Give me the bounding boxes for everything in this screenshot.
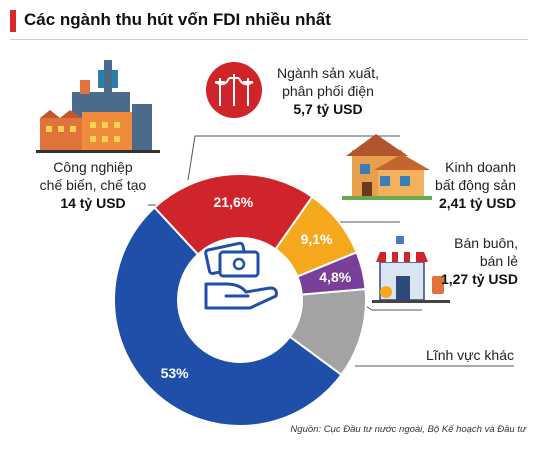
slice-cong-nghiep-label: 53% [161,365,190,381]
slice-san-xuat-label: 21,6% [214,194,254,210]
leader-line-san-xuat [187,135,400,181]
label-cong-nghiep-line1: Công nghiệp [53,159,133,175]
factory-icon [36,60,160,153]
label-san-xuat: Ngành sản xuất, phân phối điện 5,7 tỷ US… [254,64,402,118]
label-ban-buon-line2: bán lẻ [479,253,518,269]
house-icon [342,134,432,200]
label-san-xuat-line1: Ngành sản xuất, [277,65,379,81]
donut-chart [113,173,367,427]
label-khac: Lĩnh vực khác [394,346,514,364]
slice-ban-buon-label: 4,8% [319,269,351,285]
label-ban-buon: Bán buôn, bán lẻ 1,27 tỷ USD [410,234,518,288]
label-cong-nghiep-value: 14 tỷ USD [60,195,126,211]
chart-title: Các ngành thu hút vốn FDI nhiều nhất [24,10,331,29]
title-bar: Các ngành thu hút vốn FDI nhiều nhất [10,8,528,40]
shop-icon [372,236,450,303]
title-divider [10,39,528,40]
label-san-xuat-value: 5,7 tỷ USD [293,101,363,117]
power-line-icon [206,62,262,118]
source-note: Nguồn: Cục Đầu tư nước ngoài, Bộ Kế hoạc… [290,424,526,435]
money-hand-icon [204,241,278,310]
label-khac-text: Lĩnh vực khác [426,347,514,363]
slice-labels: 21,6% 9,1% 4,8% 53% [161,194,352,381]
label-san-xuat-line2: phân phối điện [282,83,374,99]
label-bat-dong-san-line2: bất động sản [435,177,516,193]
label-bat-dong-san-value: 2,41 tỷ USD [438,195,516,211]
slice-bat-dong-san-label: 9,1% [301,231,333,247]
label-cong-nghiep-line2: chế biến, chế tạo [39,177,147,193]
label-bat-dong-san: Kinh doanh bất động sản 2,41 tỷ USD [398,158,516,212]
label-cong-nghiep: Công nghiệp chế biến, chế tạo 14 tỷ USD [8,158,178,212]
label-ban-buon-value: 1,27 tỷ USD [440,271,518,287]
title-accent-bar [10,10,16,32]
label-bat-dong-san-line1: Kinh doanh [445,159,516,175]
label-ban-buon-line1: Bán buôn, [454,235,518,251]
